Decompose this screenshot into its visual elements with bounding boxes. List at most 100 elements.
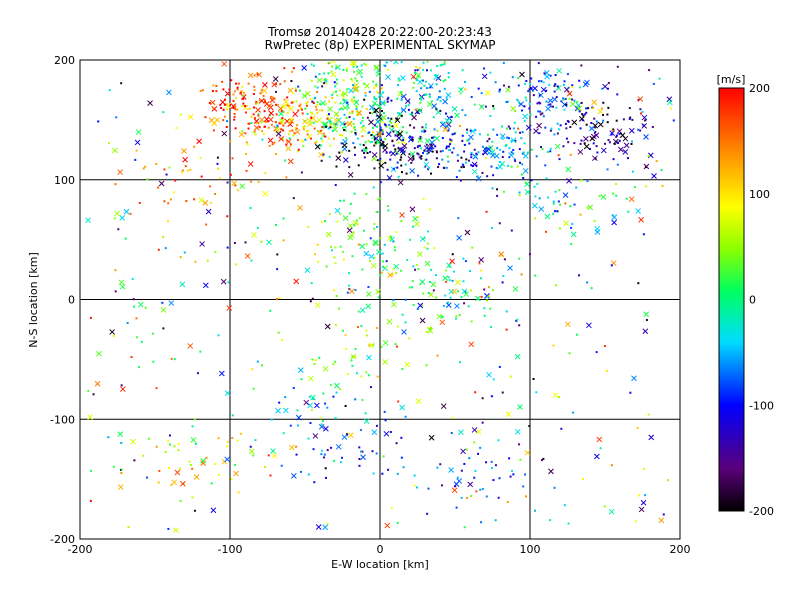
data-point-dot — [356, 65, 359, 68]
data-point-dot — [629, 391, 632, 394]
data-point-dot — [413, 147, 416, 150]
data-point-dot — [386, 100, 389, 103]
data-point-dot — [326, 449, 329, 452]
data-point-dot — [485, 461, 488, 464]
data-point-dot — [328, 100, 331, 103]
data-point-dot — [234, 184, 237, 187]
data-point-dot — [439, 150, 442, 153]
data-point-dot — [316, 86, 319, 89]
data-point-dot — [413, 484, 416, 487]
data-point-x — [342, 215, 349, 222]
data-point-dot — [522, 151, 525, 154]
data-point-x — [563, 220, 570, 227]
data-point-x — [109, 329, 116, 335]
data-point-dot — [322, 456, 325, 459]
data-point-x — [381, 114, 387, 121]
data-point-dot — [501, 391, 504, 394]
data-point-dot — [583, 142, 586, 145]
data-point-dot — [465, 448, 468, 451]
data-point-dot — [234, 105, 237, 108]
data-point-dot — [509, 475, 512, 478]
data-point-dot — [351, 112, 354, 115]
data-point-dot — [340, 142, 343, 145]
data-point-dot — [610, 464, 613, 467]
data-point-x — [533, 128, 539, 134]
data-point-dot — [199, 157, 202, 160]
data-point-x — [348, 232, 355, 239]
data-point-dot — [344, 404, 347, 407]
data-point-dot — [329, 144, 332, 147]
data-point-dot — [377, 70, 380, 73]
data-point-dot — [436, 354, 439, 357]
data-point-x — [262, 190, 269, 197]
data-point-dot — [470, 289, 473, 292]
data-point-x — [524, 189, 531, 195]
colorbar-label: [m/s] — [717, 73, 746, 86]
data-point-x — [200, 460, 206, 466]
plot-frame — [79, 59, 681, 540]
data-point-dot — [382, 129, 385, 132]
data-point-dot — [553, 133, 556, 136]
data-point-dot — [391, 273, 394, 276]
data-point-dot — [397, 133, 400, 136]
data-point-dot — [329, 126, 332, 129]
data-point-dot — [338, 108, 341, 111]
data-point-dot — [361, 126, 364, 129]
data-point-dot — [282, 129, 285, 132]
data-point-dot — [456, 476, 459, 479]
data-point-dot — [164, 451, 167, 454]
data-point-dot — [505, 101, 508, 104]
data-point-dot — [517, 127, 520, 130]
data-point-x — [505, 411, 512, 418]
data-point-x — [522, 153, 529, 159]
data-point-dot — [400, 164, 403, 167]
data-point-dot — [253, 130, 256, 133]
data-point-dot — [473, 103, 476, 106]
data-point-x — [314, 402, 320, 409]
data-point-x — [394, 117, 401, 124]
data-point-x — [468, 341, 475, 348]
data-point-dot — [468, 142, 471, 145]
data-point-x — [446, 262, 452, 269]
data-point-dot — [130, 356, 133, 359]
data-point-dot — [461, 109, 464, 112]
data-point-dot — [260, 240, 263, 243]
data-point-dot — [390, 506, 393, 509]
x-tick-labels: -200 -100 0 100 200 — [68, 543, 691, 556]
data-point-dot — [428, 93, 431, 96]
data-point-dot — [113, 217, 116, 220]
data-point-dot — [208, 101, 211, 104]
data-point-dot — [349, 202, 352, 205]
data-point-x — [444, 117, 451, 124]
data-point-dot — [328, 155, 331, 158]
data-point-x — [320, 100, 326, 107]
data-point-x — [428, 83, 434, 89]
data-point-dot — [388, 123, 391, 126]
data-point-dot — [432, 289, 435, 292]
data-point-dot — [525, 99, 528, 102]
data-point-dot — [439, 96, 442, 99]
data-point-dot — [602, 113, 605, 116]
data-point-dot — [631, 118, 634, 121]
data-point-dot — [364, 94, 367, 97]
data-point-dot — [429, 69, 432, 72]
data-point-dot — [373, 144, 376, 147]
data-point-dot — [381, 260, 384, 263]
data-point-x — [342, 104, 349, 111]
data-point-dot — [514, 159, 517, 162]
data-point-x — [386, 175, 393, 181]
data-point-dot — [582, 114, 585, 117]
data-point-dot — [474, 129, 477, 132]
data-point-dot — [400, 156, 403, 159]
data-point-dot — [460, 296, 463, 299]
data-point-dot — [456, 159, 459, 162]
data-point-dot — [364, 141, 367, 144]
data-point-dot — [463, 302, 466, 305]
data-point-dot — [396, 161, 399, 164]
data-point-dot — [490, 325, 493, 328]
data-point-dot — [275, 223, 278, 226]
data-point-dot — [377, 198, 380, 201]
data-point-dot — [375, 83, 378, 86]
data-point-dot — [444, 112, 447, 115]
data-point-dot — [353, 57, 355, 59]
